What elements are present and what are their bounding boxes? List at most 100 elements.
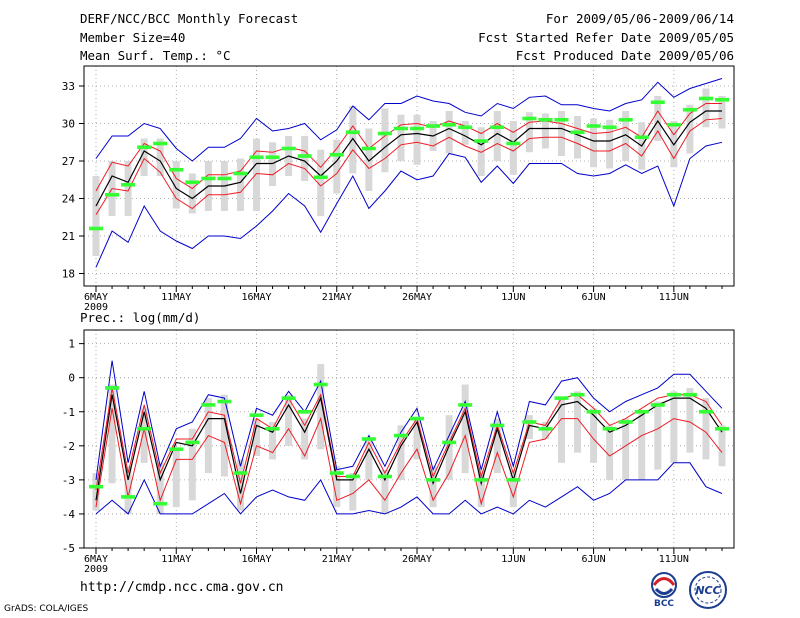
prec-member-box	[188, 428, 196, 501]
ncc-logo: NCC	[689, 571, 727, 609]
prec-upper-line	[95, 387, 723, 491]
temp-ytick-label: 21	[62, 230, 75, 243]
temp-member-box	[317, 149, 325, 216]
prec-member-box	[509, 469, 517, 508]
temp-member-box	[461, 121, 469, 145]
temp-mean-line	[95, 110, 722, 207]
temp-member-box	[124, 161, 132, 216]
temp-marker	[345, 130, 360, 135]
prec-member-box	[317, 364, 325, 450]
prec-marker	[217, 399, 232, 404]
prec-member-box	[590, 408, 598, 463]
temp-marker	[410, 126, 425, 131]
temp-marker	[715, 97, 729, 102]
prec-marker	[618, 420, 633, 424]
temp-member-box	[140, 138, 148, 176]
temp-marker	[538, 117, 553, 122]
temp-member-box	[236, 158, 244, 211]
prec-marker	[410, 416, 425, 421]
prec-marker	[490, 423, 505, 428]
temp-marker	[105, 192, 120, 197]
prec-marker	[169, 447, 184, 452]
prec-marker	[554, 396, 569, 400]
temp-marker	[602, 125, 617, 130]
prec-xtick-label: 21MAY	[322, 554, 352, 565]
prec-marker	[474, 478, 489, 482]
temp-xtick-label: 11JUN	[659, 292, 689, 303]
temp-member-box	[622, 111, 630, 161]
temp-member-box	[525, 112, 533, 153]
prec-xtick-label: 11JUN	[659, 554, 689, 565]
prec-member-box	[301, 418, 309, 460]
prec-member-box	[92, 473, 100, 511]
temp-marker	[137, 145, 152, 150]
prec-member-box	[413, 418, 421, 460]
prec-ytick-label: -5	[62, 542, 75, 555]
source-url[interactable]: http://cmdp.ncc.cma.gov.cn	[80, 580, 284, 595]
prec-member-box	[349, 473, 357, 511]
prec-member-box	[253, 418, 261, 457]
temp-marker	[265, 155, 280, 160]
prec-marker	[249, 413, 264, 417]
prec-marker	[377, 474, 392, 479]
prec-ytick-label: -4	[62, 508, 76, 521]
prec-member-box	[156, 462, 164, 514]
grads-credit: GrADS: COLA/IGES	[4, 604, 89, 614]
temp-marker	[361, 146, 376, 151]
prec-member-box	[381, 469, 389, 514]
prec-marker	[634, 409, 649, 414]
temp-member-box	[188, 173, 196, 214]
forecast-period: For 2009/05/06-2009/06/14	[545, 11, 734, 26]
prec-xtick-label: 1JUN	[501, 554, 525, 565]
prec-member-box	[493, 418, 501, 474]
temp-member-box	[686, 104, 694, 154]
prec-member-box	[124, 466, 132, 514]
temp-marker	[506, 141, 521, 146]
prec-marker	[586, 409, 601, 414]
prec-member-box	[654, 401, 662, 470]
prec-xtick-label: 16MAY	[241, 554, 271, 565]
prec-xtick-label: 11MAY	[161, 554, 191, 565]
temp-min-line	[95, 141, 723, 268]
svg-text:BCC: BCC	[654, 599, 674, 608]
temp-marker	[554, 117, 569, 122]
temp-member-box	[413, 114, 421, 165]
prec-member-box	[365, 439, 373, 480]
prec-marker	[89, 484, 103, 489]
prec-xtick-label: 6JUN	[582, 554, 606, 565]
prec-marker	[506, 478, 521, 482]
prec-marker	[393, 433, 408, 438]
chart-title: DERF/NCC/BCC Monthly Forecast	[80, 11, 299, 26]
started-refer-date: Fcst Started Refer Date 2009/05/05	[478, 30, 734, 45]
prec-ytick-label: -1	[62, 406, 75, 419]
prec-member-box	[702, 398, 710, 460]
prec-marker	[265, 426, 280, 431]
temp-frame	[83, 65, 735, 287]
prec-member-box	[557, 398, 565, 463]
prec-marker	[185, 440, 200, 445]
temp-xtick-label: 6JUN	[582, 292, 606, 303]
temp-member-box	[397, 114, 405, 161]
prec-lower-line	[95, 408, 723, 508]
temp-marker	[121, 182, 136, 187]
prec-marker	[233, 471, 248, 475]
temp-marker	[393, 126, 408, 131]
prec-marker	[698, 409, 713, 414]
prec-marker	[458, 403, 473, 407]
prec-marker	[682, 392, 697, 397]
prec-marker	[442, 440, 457, 445]
prec-marker	[361, 437, 376, 441]
temp-xtick-label: 6MAY	[84, 292, 108, 303]
temp-xtick-label: 26MAY	[402, 292, 432, 303]
prec-marker	[570, 392, 585, 397]
temp-member-box	[477, 127, 485, 176]
temp-marker	[217, 176, 232, 181]
temp-ytick-label: 33	[62, 80, 75, 93]
prec-xtick-label: 26MAY	[402, 554, 432, 565]
prec-marker	[650, 403, 665, 407]
temp-member-box	[253, 138, 261, 211]
temp-marker	[490, 125, 505, 130]
temp-xtick-label: 1JUN	[501, 292, 525, 303]
prec-marker	[313, 382, 328, 387]
